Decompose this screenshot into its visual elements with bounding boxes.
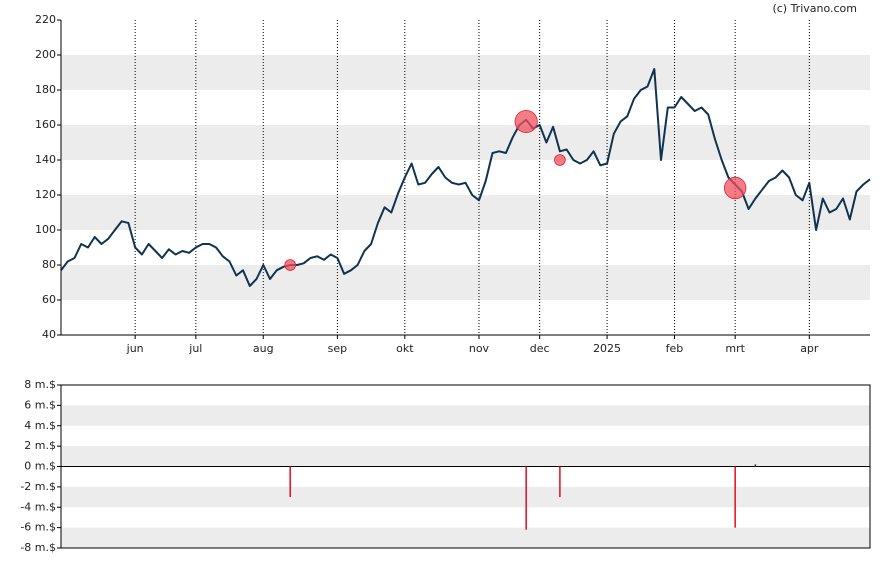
y-tick-label: 140 — [35, 153, 56, 166]
trade-marker — [284, 259, 297, 271]
y-tick-label: 60 — [42, 293, 56, 306]
y-tick-label: 220 — [35, 13, 56, 26]
grid-band — [61, 265, 870, 300]
x-tick-label: dec — [530, 342, 550, 355]
source: (c) Trivano.com — [772, 2, 857, 15]
x-tick-label: apr — [800, 342, 819, 355]
grid-band — [61, 446, 870, 467]
x-tick-label: mrt — [725, 342, 745, 355]
grid-band — [61, 405, 870, 426]
y-tick-label: 8 m.$ — [24, 378, 56, 391]
grid-band — [61, 195, 870, 230]
grid-band — [61, 125, 870, 160]
grid-band — [61, 486, 870, 508]
bar — [525, 466, 527, 530]
y-tick-label: 120 — [35, 188, 56, 201]
x-tick-label: jun — [126, 342, 144, 355]
trade-marker — [554, 154, 566, 166]
y-tick-label: 0 m.$ — [24, 460, 56, 473]
x-tick-label: 2025 — [593, 342, 621, 355]
bar — [559, 466, 561, 498]
x-tick-label: feb — [666, 342, 684, 355]
y-tick-label: -8 m.$ — [20, 541, 56, 554]
x-tick-label: nov — [469, 342, 490, 355]
y-tick-label: -2 m.$ — [20, 480, 56, 493]
y-tick-label: 200 — [35, 48, 56, 61]
y-tick-label: 6 m.$ — [24, 398, 56, 411]
trade-marker — [514, 109, 538, 134]
y-tick-label: -6 m.$ — [20, 521, 56, 534]
y-tick-label: 160 — [35, 118, 56, 131]
y-tick-label: 180 — [35, 83, 56, 96]
bar — [754, 464, 757, 467]
x-tick-label: aug — [253, 342, 274, 355]
grid-band — [61, 55, 870, 90]
x-tick-label: okt — [396, 342, 414, 355]
x-tick-label: jul — [188, 342, 202, 355]
trade-marker — [723, 176, 747, 200]
y-tick-label: 100 — [35, 223, 56, 236]
y-tick-label: -4 m.$ — [20, 500, 56, 513]
y-tick-label: 4 m.$ — [24, 419, 56, 432]
grid-band — [61, 527, 870, 548]
x-tick-label: sep — [328, 342, 347, 355]
y-tick-label: 80 — [42, 258, 56, 271]
price-line — [60, 68, 871, 287]
y-tick-label: 40 — [42, 328, 56, 341]
bar — [734, 466, 736, 528]
y-tick-label: 2 m.$ — [24, 439, 56, 452]
bar — [289, 466, 292, 498]
